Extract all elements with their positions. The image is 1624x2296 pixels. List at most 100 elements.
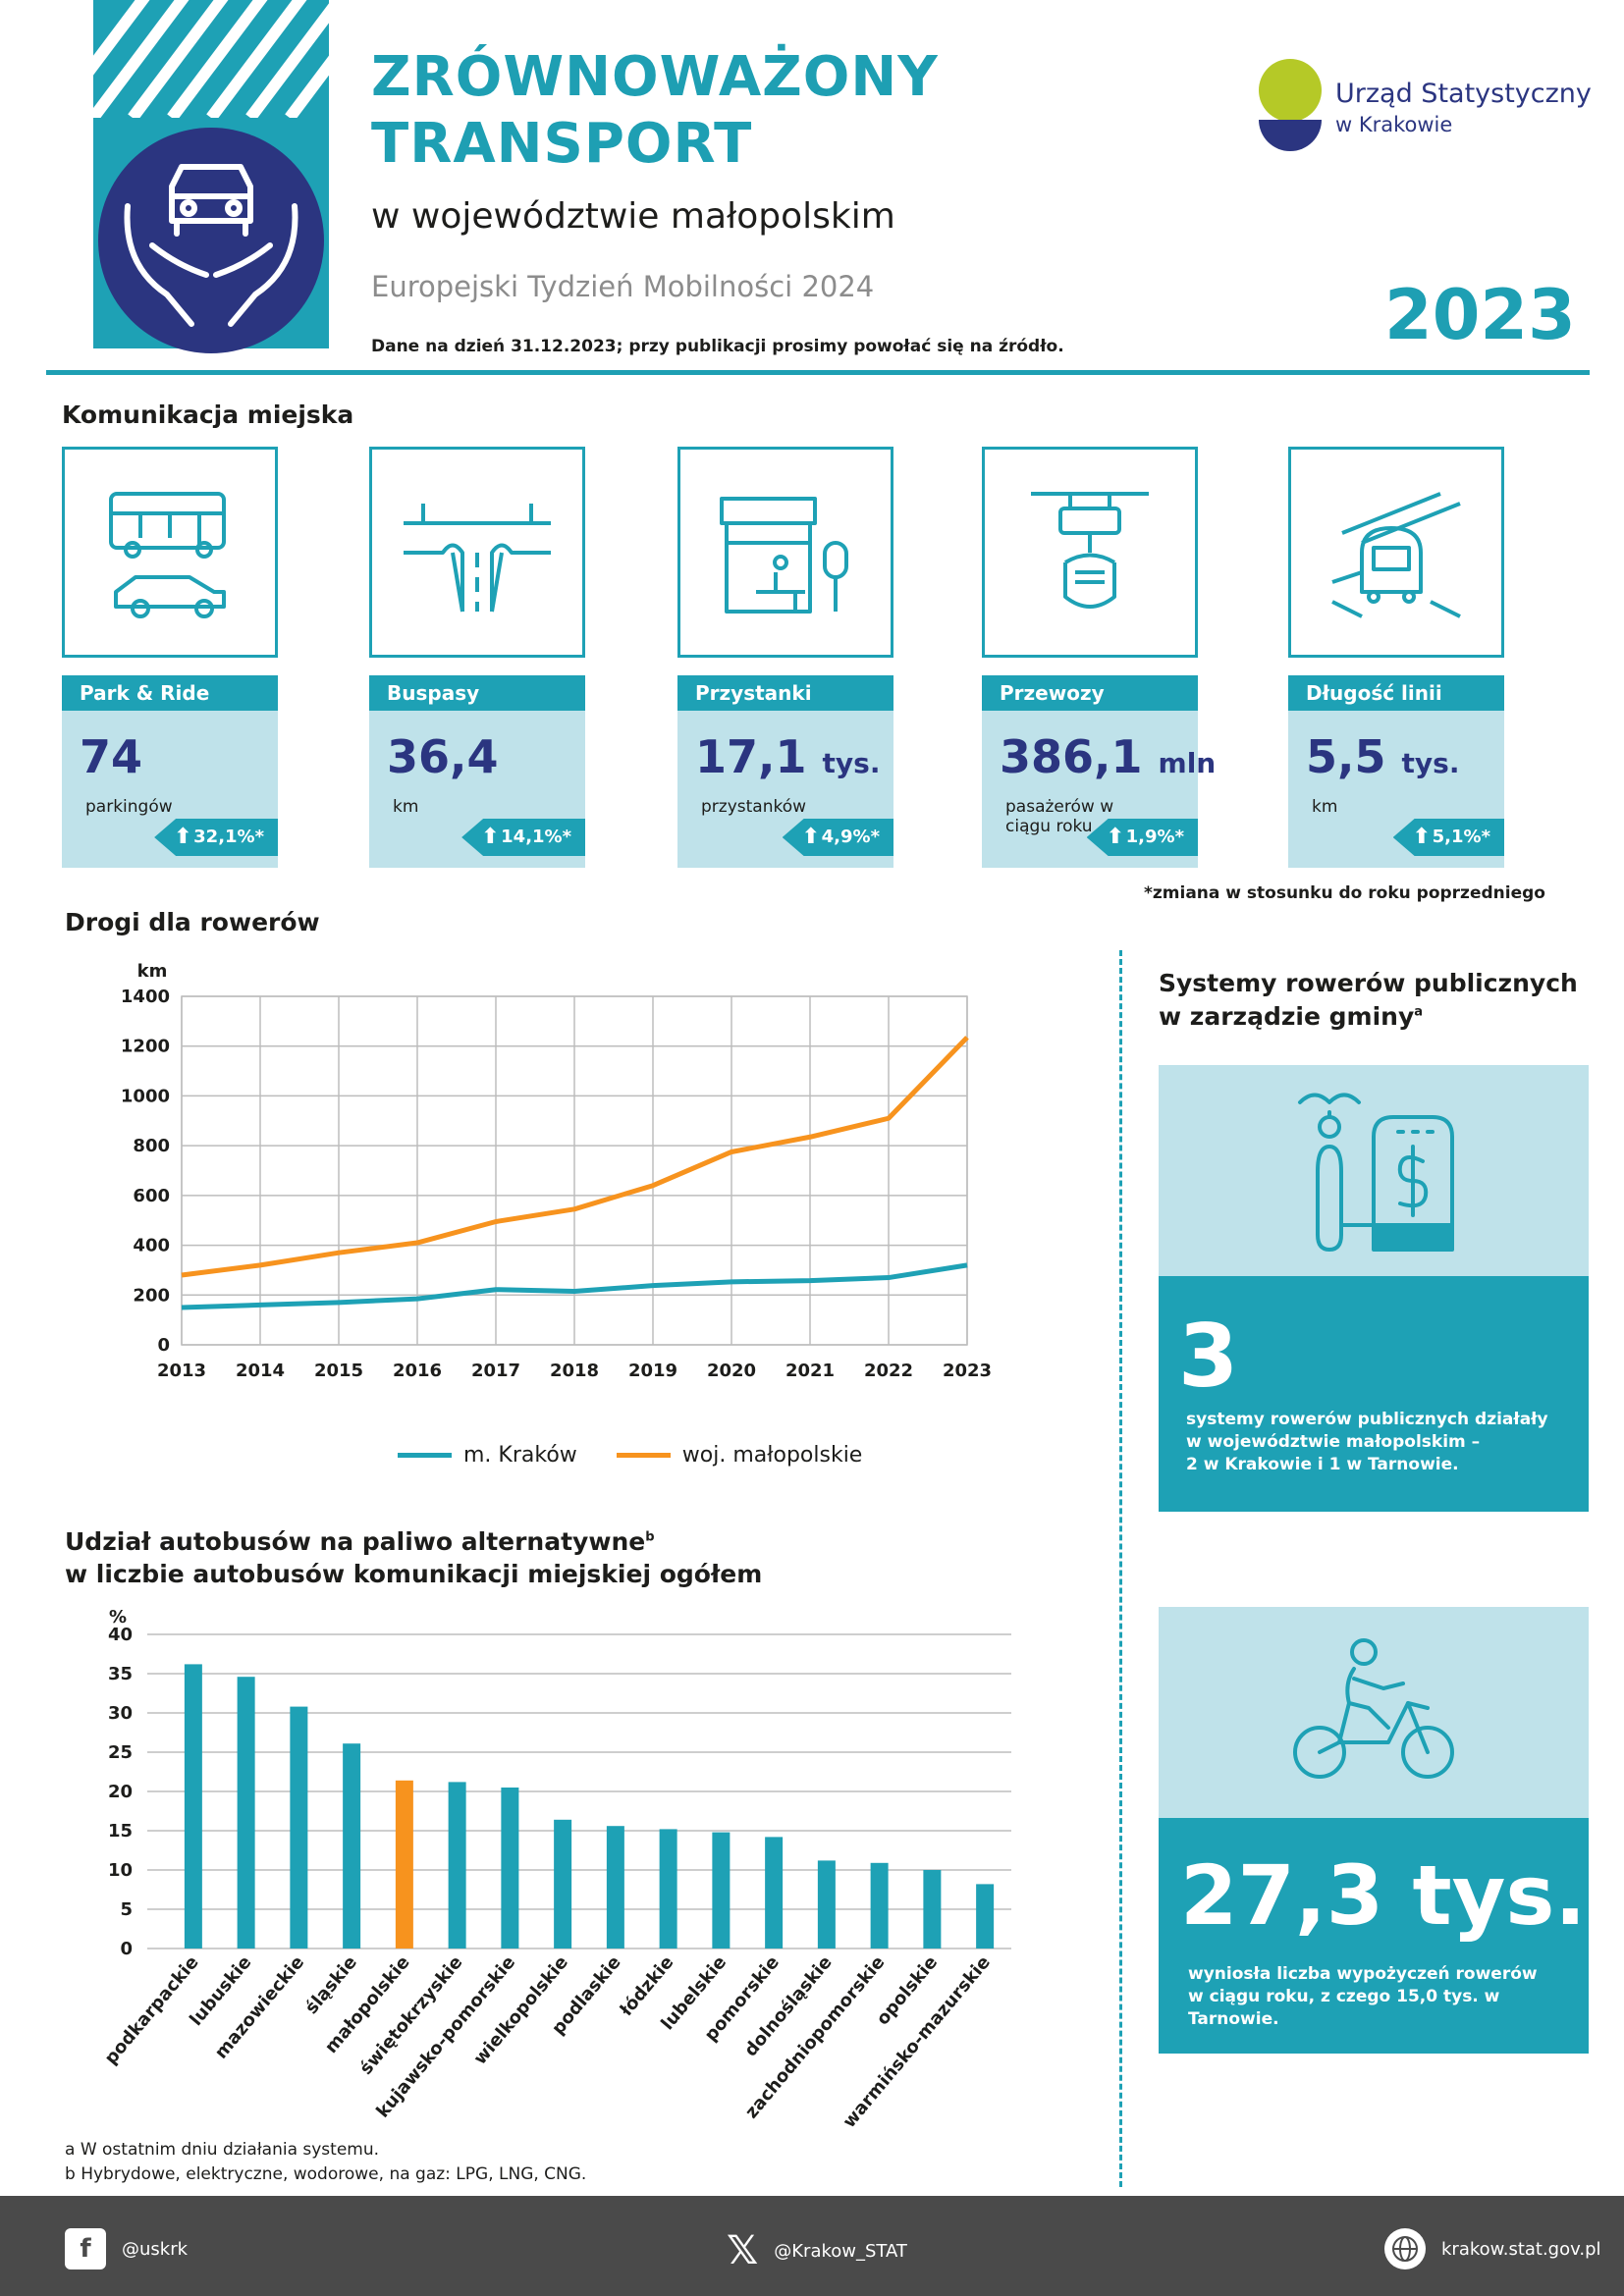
x-tick-label: 2015 (314, 1361, 363, 1381)
x-tick-label: 2020 (707, 1361, 756, 1381)
x-tick-label: 2016 (393, 1361, 442, 1381)
y-tick-label: 0 (120, 1939, 133, 1959)
x-tick-label: 2017 (471, 1361, 520, 1381)
y-tick-label: 200 (133, 1285, 170, 1306)
card-body: 5,5 tys. km ⬆ 5,1%* (1288, 711, 1504, 868)
x-tick-label: 2023 (943, 1361, 992, 1381)
bar (976, 1884, 995, 1949)
footer-x[interactable]: 𝕏 @Krakow_STAT (727, 2228, 907, 2273)
bar (554, 1819, 572, 1949)
title-line1: ZRÓWNOWAŻONY (371, 45, 939, 109)
logo-text-1: Urząd Statystyczny (1335, 79, 1592, 109)
x-tick-label: 2022 (864, 1361, 913, 1381)
y-tick-label: 0 (157, 1335, 170, 1356)
bar (448, 1782, 466, 1949)
change-badge: ⬆ 14,1%* (461, 819, 585, 856)
card-body: 17,1 tys. przystanków ⬆ 4,9%* (677, 711, 893, 868)
bike-systems-text: systemy rowerów publicznych działały w w… (1186, 1410, 1548, 1474)
y-tick-label: 400 (133, 1236, 170, 1256)
change-badge: ⬆ 5,1%* (1392, 819, 1504, 856)
footer-facebook[interactable]: f @uskrk (65, 2228, 188, 2269)
card-description: km (393, 797, 419, 817)
card-label: Buspasy (369, 675, 585, 711)
x-tick-label: 2013 (157, 1361, 206, 1381)
legend-item: woj. małopolskie (616, 1443, 862, 1468)
hero-stripes (93, 0, 329, 118)
change-badge: ⬆ 1,9%* (1086, 819, 1198, 856)
y-tick-label: 10 (108, 1860, 133, 1881)
card-description: przystanków (701, 797, 807, 817)
series-line (181, 1036, 969, 1278)
x-tick-label: 2018 (550, 1361, 599, 1381)
y-tick-label: 25 (108, 1742, 133, 1763)
arrow-up-icon: ⬆ (481, 825, 500, 849)
change-badge: ⬆ 4,9%* (782, 819, 893, 856)
section-urban-heading: Komunikacja miejska (62, 400, 354, 429)
bar (501, 1788, 519, 1949)
bike-rentals-text: wyniosła liczba wypożyczeń rowerów w cią… (1188, 1964, 1538, 2029)
car-in-hands-icon (98, 128, 324, 353)
y-tick-label: 1400 (121, 987, 170, 1007)
card-value: 386,1 mln (1000, 730, 1217, 783)
bar (712, 1832, 731, 1949)
alt-buses-heading: Udział autobusów na paliwo alternatywneb… (65, 1527, 763, 1588)
y-tick-label: 15 (108, 1821, 133, 1842)
bike-station-panel (1159, 1065, 1589, 1276)
card-body: 74 parkingów ⬆ 32,1%* (62, 711, 278, 868)
bar (765, 1837, 784, 1949)
date-note: Dane na dzień 31.12.2023; przy publikacj… (371, 337, 1064, 356)
arrow-up-icon: ⬆ (1412, 825, 1432, 849)
card-label: Park & Ride (62, 675, 278, 711)
card-description: parkingów (85, 797, 173, 817)
bike-rentals-panel: 27,3 tys. wyniosła liczba wypożyczeń row… (1159, 1818, 1589, 2054)
logo-icon (1259, 59, 1322, 122)
card-value: 36,4 (387, 730, 499, 783)
year: 2023 (1384, 275, 1576, 355)
card-body: 386,1 mln pasażerów w ciągu roku ⬆ 1,9%* (982, 711, 1216, 868)
y-tick-label: 600 (133, 1186, 170, 1206)
change-footnote: *zmiana w stosunku do roku poprzedniego (1144, 883, 1545, 903)
bar (237, 1677, 255, 1949)
line-legend: m. Kraków woj. małopolskie (398, 1443, 862, 1468)
bus-stop-icon (677, 447, 893, 658)
y-axis-unit: % (109, 1607, 127, 1628)
card-label: Przystanki (677, 675, 893, 711)
bus-car-icon (62, 447, 278, 658)
title-line2: TRANSPORT (371, 112, 753, 176)
logo-text-2: w Krakowie (1335, 113, 1453, 136)
footnote-b: b Hybrydowe, elektryczne, wodorowe, na g… (65, 2164, 587, 2184)
x-icon: 𝕏 (727, 2228, 759, 2273)
footer-website[interactable]: krakow.stat.gov.pl (1384, 2228, 1601, 2269)
column-divider (1119, 950, 1122, 2187)
arrow-up-icon: ⬆ (174, 825, 192, 849)
bike-systems-count-panel: 3 systemy rowerów publicznych działały w… (1159, 1276, 1589, 1512)
x-tick-label: 2021 (785, 1361, 835, 1381)
y-axis-unit: km (137, 961, 168, 982)
card-label: Przewozy (982, 675, 1198, 711)
cyclist-panel (1159, 1607, 1589, 1818)
x-tick-label: wielkopolskie (469, 1952, 571, 2069)
legend-swatch (616, 1453, 671, 1458)
bar (290, 1706, 308, 1949)
bike-systems-heading: Systemy rowerów publicznych w zarządzie … (1159, 969, 1578, 1031)
bar-chart: %0510152025303540podkarpackielubuskiemaz… (100, 1607, 1011, 2132)
y-tick-label: 30 (108, 1703, 133, 1724)
plot-frame (181, 995, 968, 1346)
subtitle: w województwie małopolskim (371, 196, 895, 237)
x-tick-label: 2014 (236, 1361, 285, 1381)
globe-icon (1384, 2228, 1426, 2269)
bus-lane-icon (369, 447, 585, 658)
cyclist-icon (1293, 1637, 1454, 1779)
card-body: 36,4 km ⬆ 14,1%* (369, 711, 585, 868)
header-divider (46, 370, 1590, 375)
tram-icon (1288, 447, 1504, 658)
bar (870, 1862, 889, 1949)
y-tick-label: 5 (120, 1899, 133, 1920)
bar (343, 1743, 361, 1949)
facebook-icon: f (65, 2228, 106, 2269)
bike-systems-count: 3 (1178, 1306, 1239, 1407)
y-tick-label: 1000 (121, 1086, 170, 1106)
y-tick-label: 800 (133, 1136, 170, 1156)
event-name: Europejski Tydzień Mobilności 2024 (371, 270, 875, 303)
y-tick-label: 20 (108, 1782, 133, 1802)
